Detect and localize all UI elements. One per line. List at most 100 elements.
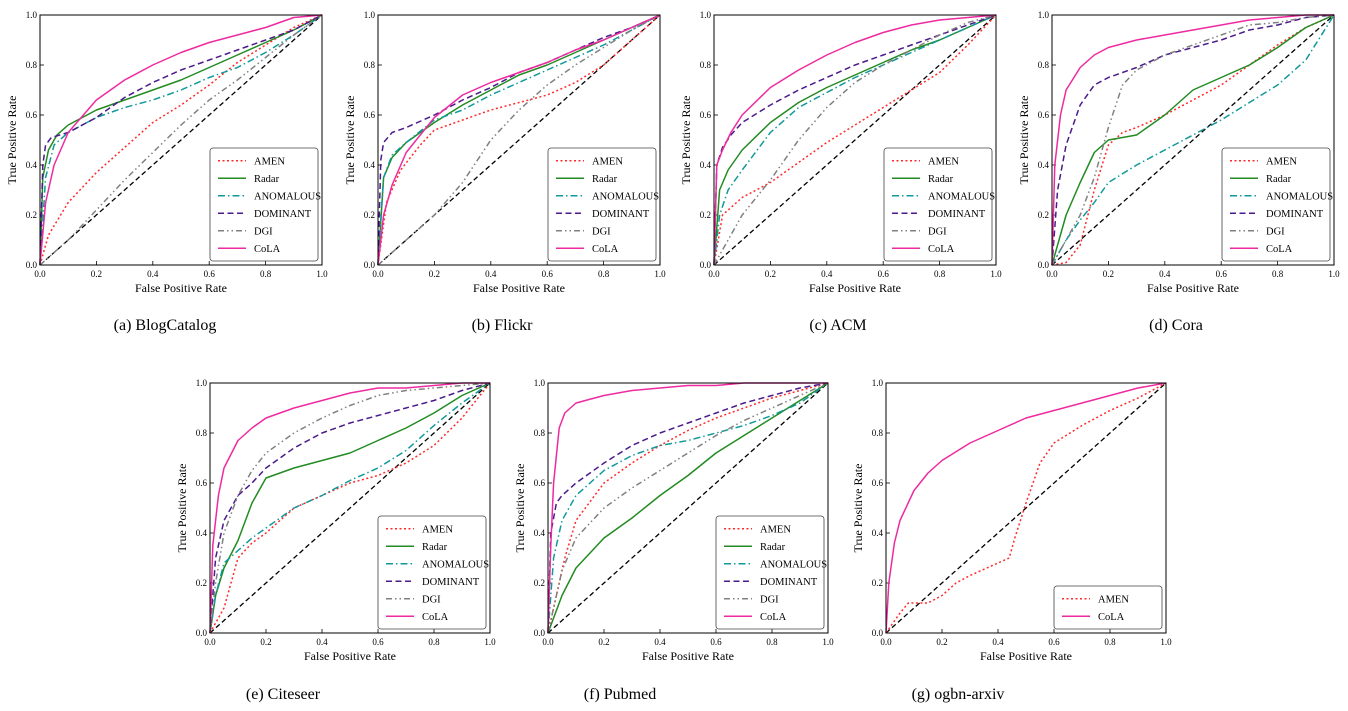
y-tick-label: 0.6 [872,478,884,488]
y-axis-label: True Positive Rate [679,96,693,185]
y-tick-label: 1.0 [26,10,38,20]
series-radar-line [209,382,491,634]
x-tick-label: 0.6 [204,269,216,279]
series-radar-line [39,14,323,266]
y-tick-label: 0.4 [872,528,884,538]
legend-label: AMEN [254,156,285,167]
x-tick-label: 1.0 [1328,269,1340,279]
x-tick-label: 1.0 [990,269,1002,279]
legend-label: Radar [928,174,954,185]
legend-label: ANOMALOUS [254,191,321,202]
x-tick-label: 0.0 [542,637,554,647]
x-tick-label: 1.0 [822,637,834,647]
legend-label: Radar [592,174,618,185]
legend-label: Radar [254,174,280,185]
plot-frame [885,382,1167,634]
legend-label: DGI [1266,226,1285,237]
series-amen-line [1051,14,1335,266]
legend-label: ANOMALOUS [592,191,659,202]
roc-panel-4: 0.00.0 0.2 0.2 0.4 0.4 0.6 0.6 0.8 0.8 1.0 1.0 Fals… [1017,10,1340,334]
y-tick-label: 0.4 [26,160,38,170]
series-cola-line [209,382,490,634]
legend: AMEN CoLA [1053,585,1163,630]
y-tick-label: 1.0 [534,378,546,388]
legend-label: DGI [422,594,441,605]
panel-caption: (d) Cora [1149,317,1203,334]
y-tick-label: 0.4 [534,528,546,538]
legend-label: Radar [422,542,448,553]
diagonal-reference-line [547,382,829,634]
x-tick-label: 0.6 [372,637,384,647]
x-tick-label: 0.8 [766,637,778,647]
legend-label: CoLA [760,612,787,623]
series-anomalous-line [377,14,661,266]
y-tick-label: 0.6 [534,478,546,488]
legend: AMEN Radar ANOMALOUS DOMINANT DGI CoLA [1221,147,1333,262]
legend-label: DGI [928,226,947,237]
series-radar-line [1051,14,1335,266]
legend-label: DOMINANT [592,209,650,220]
series-anomalous-line [209,382,491,634]
x-tick-label: 1.0 [316,269,328,279]
series-amen-line [377,14,661,266]
series-dominant-line [377,14,661,266]
legend-label: DGI [760,594,779,605]
legend-label: CoLA [1266,244,1293,255]
y-tick-label: 0.2 [534,578,545,588]
series-cola-line [39,14,323,266]
legend-label: AMEN [1266,156,1297,167]
series-dgi-line [39,14,323,266]
legend-label: AMEN [928,156,959,167]
series-amen-line [547,382,829,634]
plot-frame [209,382,491,634]
x-tick-label: 0.0 [372,269,384,279]
panel-caption: (g) ogbn-arxiv [912,686,1005,703]
series-radar-line [547,382,829,634]
panel-caption: (c) ACM [809,317,866,334]
legend-label: DOMINANT [760,577,818,588]
plot-frame [1051,14,1335,266]
plot-frame [547,382,829,634]
y-tick-label: 0.8 [872,428,884,438]
y-tick-label: 1.0 [364,10,376,20]
legend-label: CoLA [254,244,281,255]
y-axis-label: True Positive Rate [851,464,865,553]
legend-label: ANOMALOUS [422,559,489,570]
panel-caption: (f) Pubmed [584,686,656,703]
y-tick-label: 0.8 [1038,60,1050,70]
y-tick-label: 0.8 [196,428,208,438]
y-tick-label: 0.4 [700,160,712,170]
y-tick-label: 0.2 [26,210,37,220]
y-tick-label: 0.2 [700,210,711,220]
x-tick-label: 0.4 [992,637,1004,647]
x-tick-label: 0.8 [1272,269,1284,279]
x-tick-label: 0.2 [598,637,609,647]
x-tick-label: 0.6 [1216,269,1228,279]
legend-label: DOMINANT [422,577,480,588]
y-tick-label: 0.0 [364,260,376,270]
y-tick-label: 0.2 [196,578,207,588]
x-tick-label: 1.0 [1160,637,1172,647]
y-axis-label: True Positive Rate [5,96,19,185]
y-tick-label: 0.6 [1038,110,1050,120]
diagonal-reference-line [713,14,997,266]
roc-panel-7: 0.00.0 0.2 0.2 0.4 0.4 0.6 0.6 0.8 0.8 1.0 1.0 Fals… [851,378,1172,703]
plot-frame [377,14,661,266]
plot-frame [39,14,323,266]
legend-box [1221,147,1331,262]
panel-caption: (a) BlogCatalog [114,317,217,334]
series-cola-line [1051,14,1334,266]
legend-label: CoLA [928,244,955,255]
y-tick-label: 0.0 [1038,260,1050,270]
legend-label: AMEN [1098,594,1129,605]
diagonal-reference-line [1051,14,1335,266]
legend-label: Radar [760,542,786,553]
legend-label: DGI [254,226,273,237]
legend-label: ANOMALOUS [760,559,827,570]
x-axis-label: False Positive Rate [473,281,565,295]
x-axis-label: False Positive Rate [1147,281,1239,295]
x-tick-label: 0.4 [316,637,328,647]
x-tick-label: 0.8 [598,269,610,279]
y-tick-label: 0.8 [364,60,376,70]
y-tick-label: 0.2 [364,210,375,220]
